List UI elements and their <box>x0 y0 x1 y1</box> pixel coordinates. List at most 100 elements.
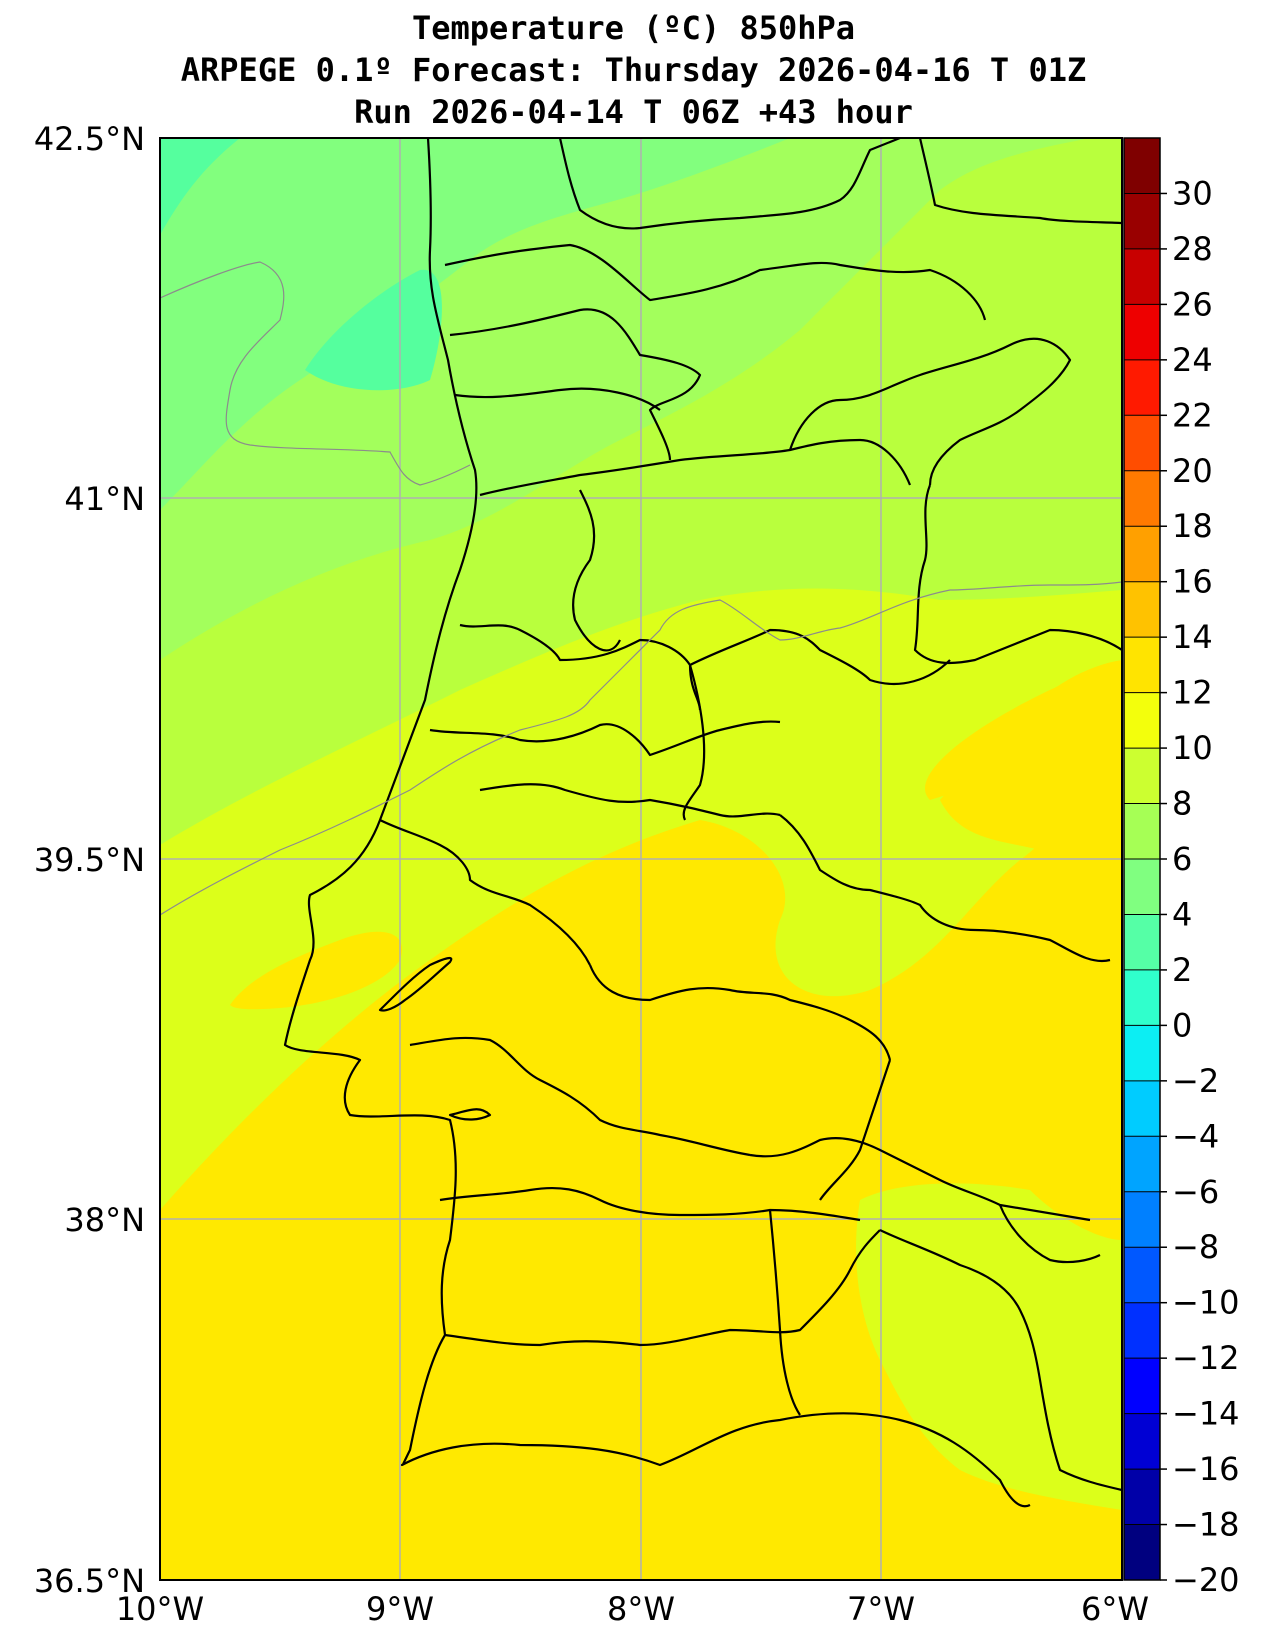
lon-label: 6°W <box>1081 1590 1149 1628</box>
colorbar-swatch <box>1124 1191 1160 1248</box>
estuary-tejo <box>378 956 453 1012</box>
colorbar-tick-label: 8 <box>1172 785 1192 823</box>
colorbar-swatch <box>1124 138 1160 194</box>
district-border-2 <box>449 308 702 461</box>
district-border-12 <box>379 819 591 966</box>
map-frame <box>159 137 1123 1581</box>
colorbar-tick-label: −6 <box>1172 1173 1219 1211</box>
colorbar-tick-label: 16 <box>1172 563 1213 601</box>
colorbar-tick-label: 28 <box>1172 230 1213 268</box>
colorbar-tick-label: −2 <box>1172 1062 1219 1100</box>
colorbar-swatch <box>1124 637 1160 694</box>
colorbar-tick-label: −10 <box>1172 1284 1240 1322</box>
district-border-17 <box>409 1036 751 1157</box>
colorbar-swatch <box>1124 1247 1160 1304</box>
district-border-1 <box>444 243 987 321</box>
district-border-20 <box>444 1229 881 1347</box>
colorbar-tick-label: −16 <box>1172 1450 1240 1488</box>
contour-line-central <box>160 581 1122 916</box>
colorbar-swatch <box>1124 193 1160 250</box>
colorbar-tick-label: −12 <box>1172 1339 1240 1377</box>
colorbar-swatch <box>1124 1080 1160 1137</box>
title-line-1: Temperature (ºC) 850hPa <box>411 9 856 47</box>
contour-line-north <box>160 261 471 486</box>
colorbar-swatch <box>1124 304 1160 361</box>
colorbar-tick-label: −18 <box>1172 1506 1240 1544</box>
colorbar-swatch <box>1124 470 1160 527</box>
district-border-9 <box>689 628 951 685</box>
title-line-2: ARPEGE 0.1º Forecast: Thursday 2026-04-1… <box>180 51 1087 89</box>
colorbar-tick-label: 4 <box>1172 895 1192 933</box>
colorbar-swatch <box>1124 1413 1160 1470</box>
colorbar-tick-label: 10 <box>1172 729 1213 767</box>
colorbar-tick-label: 12 <box>1172 674 1213 712</box>
district-border-23 <box>998 1204 1101 1264</box>
portugal-coastline <box>283 138 1031 1508</box>
temp-band-4-6 <box>160 138 790 510</box>
district-border-19 <box>439 1186 861 1222</box>
colorbar-swatch <box>1124 581 1160 638</box>
colorbar-swatch <box>1124 1524 1160 1581</box>
lat-label: 42.5°N <box>34 120 145 158</box>
temp-patch-setubal <box>230 931 402 1010</box>
district-border-6 <box>913 484 1122 665</box>
lon-label: 7°W <box>847 1590 915 1628</box>
district-border-11 <box>479 783 781 818</box>
district-border-8 <box>572 489 621 652</box>
colorbar-tick-label: −4 <box>1172 1117 1219 1155</box>
colorbar-tick-label: 30 <box>1172 174 1213 212</box>
colorbar-swatch <box>1124 803 1160 860</box>
coastal-contours <box>160 261 1122 916</box>
lon-label: 10°W <box>116 1590 204 1628</box>
estuary-sado <box>448 1108 492 1121</box>
colorbar: 302826242220181614121086420−2−4−6−8−10−1… <box>1123 137 1240 1599</box>
lat-label: 41°N <box>64 480 145 518</box>
temp-patch-2-4-coast <box>305 269 442 391</box>
temp-patch-2-4-north <box>160 138 240 235</box>
colorbar-tick-label: −8 <box>1172 1228 1219 1266</box>
colorbar-tick-label: 22 <box>1172 396 1213 434</box>
district-border-5 <box>788 337 1072 486</box>
colorbar-tick-label: −20 <box>1172 1561 1240 1599</box>
colorbar-swatch <box>1124 1469 1160 1526</box>
colorbar-swatch <box>1124 914 1160 971</box>
lat-label: 36.5°N <box>34 1562 145 1600</box>
colorbar-tick-label: 20 <box>1172 452 1213 490</box>
spain-border-east <box>918 138 1122 225</box>
colorbar-swatch <box>1124 248 1160 305</box>
district-border-13 <box>682 664 706 821</box>
colorbar-swatch <box>1124 859 1160 915</box>
colorbar-swatch <box>1124 359 1160 416</box>
colorbar-tick-label: 14 <box>1172 618 1213 656</box>
colorbar-tick-label: 24 <box>1172 341 1213 379</box>
lat-label: 39.5°N <box>34 841 145 879</box>
colorbar-tick-label: 26 <box>1172 285 1213 323</box>
spain-border-north <box>558 138 901 230</box>
district-border-22 <box>768 1209 801 1416</box>
colorbar-swatch <box>1124 969 1160 1026</box>
district-border-3 <box>454 387 661 411</box>
colorbar-swatch <box>1124 748 1160 805</box>
temp-patch-southeast <box>856 1183 1122 1510</box>
colorbar-swatch <box>1124 526 1160 583</box>
colorbar-tick-label: 18 <box>1172 507 1213 545</box>
longitude-labels: 10°W 9°W 8°W 7°W 6°W <box>116 1590 1149 1628</box>
lat-label: 38°N <box>64 1201 145 1239</box>
colorbar-swatch <box>1124 1136 1160 1193</box>
colorbar-tick-label: 2 <box>1172 951 1192 989</box>
district-border-14 <box>588 964 892 1061</box>
colorbar-tick-label: 6 <box>1172 840 1192 878</box>
colorbar-swatch <box>1124 692 1160 749</box>
graticule <box>160 138 1122 1580</box>
district-border-21 <box>879 1229 1122 1492</box>
colorbar-tick-label: 0 <box>1172 1006 1192 1044</box>
colorbar-tick-label: −14 <box>1172 1395 1240 1433</box>
lon-label: 9°W <box>366 1590 434 1628</box>
district-border-16 <box>819 1059 892 1201</box>
lon-label: 8°W <box>607 1590 675 1628</box>
temp-island-east <box>940 660 1122 1200</box>
colorbar-swatch <box>1124 1025 1160 1082</box>
latitude-labels: 42.5°N 41°N 39.5°N 38°N 36.5°N <box>34 120 145 1600</box>
colorbar-swatch <box>1124 1302 1160 1359</box>
